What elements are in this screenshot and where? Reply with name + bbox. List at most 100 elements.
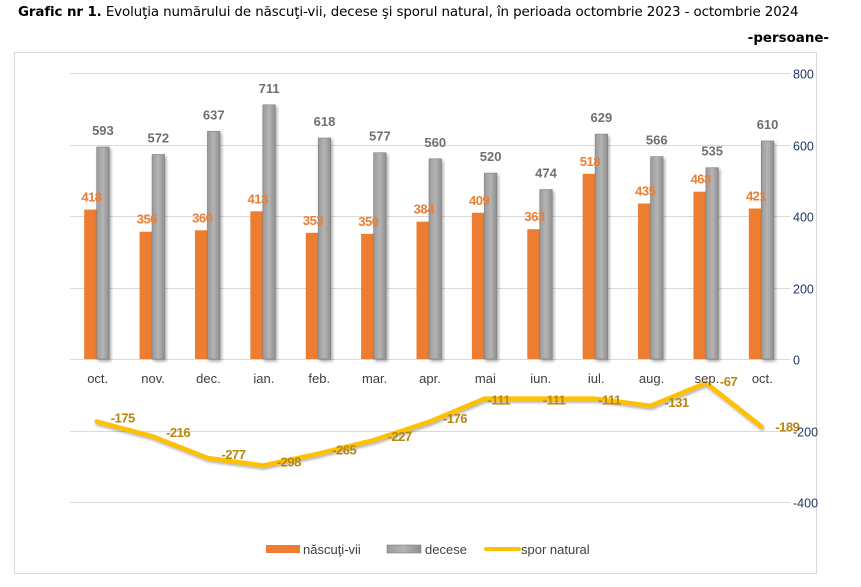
label-spor-natural: -111 <box>598 393 621 408</box>
x-tick-label: mar. <box>362 371 387 386</box>
bar-nascuti-vii <box>250 211 263 359</box>
bar-decese <box>428 158 442 360</box>
legend: născuţi-vii decese spor natural <box>266 542 590 557</box>
x-tick-label: oct. <box>87 371 108 386</box>
bar-nascuti-vii <box>638 203 651 359</box>
label-spor-natural: -111 <box>543 393 566 408</box>
label-nascuti-vii: 421 <box>746 188 766 203</box>
legend-label-spor-natural: spor natural <box>521 542 590 557</box>
label-spor-natural: -189 <box>775 420 799 435</box>
x-tick-label: mai <box>475 371 496 386</box>
label-nascuti-vii: 353 <box>303 213 323 228</box>
bar-nascuti-vii <box>305 232 319 359</box>
label-spor-natural: -111 <box>487 393 510 408</box>
bar-decese <box>761 140 775 360</box>
bar-decese <box>705 167 719 360</box>
label-nascuti-vii: 360 <box>192 210 212 225</box>
label-decese: 577 <box>369 129 391 144</box>
bar-decese <box>317 137 332 360</box>
y-tick-label: -200 <box>793 426 818 440</box>
label-nascuti-vii: 435 <box>635 183 655 198</box>
x-axis-labels: oct. nov. dec. ian. feb. mar. apr. mai iun. iul. a… <box>87 371 773 386</box>
bar-nascuti-vii <box>527 229 540 359</box>
label-nascuti-vii: 468 <box>691 172 711 187</box>
label-decese: 474 <box>535 166 557 181</box>
y-tick-label: 400 <box>793 211 814 225</box>
legend-swatch-nascuti-vii <box>266 545 300 553</box>
bar-decese <box>373 152 387 360</box>
bar-decese <box>484 172 498 360</box>
label-nascuti-vii: 409 <box>469 193 489 208</box>
x-tick-label: oct. <box>752 371 773 386</box>
label-decese: 593 <box>92 123 114 138</box>
label-spor-natural: -67 <box>720 374 738 389</box>
legend-swatch-decese <box>386 544 422 554</box>
label-decese: 610 <box>757 117 779 132</box>
legend-label-nascuti-vii: născuţi-vii <box>303 542 361 557</box>
label-nascuti-vii: 350 <box>358 214 378 229</box>
bar-nascuti-vii <box>194 230 208 359</box>
y-tick-label: 600 <box>793 140 814 154</box>
label-nascuti-vii: 356 <box>137 212 157 227</box>
bar-nascuti-vii <box>471 212 485 359</box>
label-spor-natural: -298 <box>277 455 301 470</box>
data-labels: 418 593 356 572 360 637 413 711 353 618 350 577 384 5… <box>81 81 800 470</box>
bar-decese <box>650 156 664 360</box>
label-decese: 618 <box>314 114 336 129</box>
label-decese: 629 <box>591 110 613 125</box>
y-tick-label: 800 <box>793 68 814 82</box>
bar-nascuti-vii <box>693 191 706 359</box>
label-decese: 572 <box>147 131 169 146</box>
label-nascuti-vii: 384 <box>414 202 435 217</box>
label-spor-natural: -131 <box>665 395 689 410</box>
spor-natural-line <box>94 380 764 468</box>
label-nascuti-vii: 518 <box>580 154 600 169</box>
label-spor-natural: -277 <box>221 447 245 462</box>
label-nascuti-vii: 363 <box>524 209 544 224</box>
x-tick-label: ian. <box>253 371 274 386</box>
label-nascuti-vii: 413 <box>247 191 267 206</box>
bar-nascuti-vii <box>361 233 374 359</box>
bar-nascuti-vii <box>139 231 153 359</box>
label-decese: 560 <box>424 135 446 150</box>
y-axis-labels: 800 600 400 200 0 -200 -400 <box>793 68 818 511</box>
bar-decese <box>151 154 165 360</box>
x-tick-label: aug. <box>639 371 664 386</box>
x-tick-label: nov. <box>141 371 165 386</box>
chart-title-prefix: Grafic nr 1. <box>18 5 102 20</box>
y-tick-label: 0 <box>793 354 800 368</box>
chart-title-text: Evoluţia numărului de născuţi-vii, deces… <box>101 5 799 20</box>
x-tick-label: iul. <box>588 371 605 386</box>
bar-decese <box>539 189 553 360</box>
bars <box>84 104 775 360</box>
label-decese: 566 <box>646 133 668 148</box>
bar-decese <box>594 133 608 360</box>
label-spor-natural: -176 <box>443 411 467 426</box>
bar-nascuti-vii <box>84 209 97 359</box>
label-spor-natural: -216 <box>166 425 190 440</box>
label-spor-natural: -227 <box>388 429 412 444</box>
label-nascuti-vii: 418 <box>81 190 101 205</box>
x-tick-label: feb. <box>308 371 330 386</box>
bar-nascuti-vii <box>582 173 596 359</box>
bar-decese <box>96 146 110 360</box>
label-decese: 520 <box>480 149 502 164</box>
y-tick-label: -400 <box>793 497 818 511</box>
legend-label-decese: decese <box>425 542 467 557</box>
x-tick-label: dec. <box>196 371 221 386</box>
label-decese: 535 <box>701 144 723 159</box>
x-tick-label: apr. <box>419 371 441 386</box>
label-spor-natural: -265 <box>332 443 356 458</box>
bar-decese <box>207 130 221 360</box>
x-tick-label: iun. <box>530 371 551 386</box>
label-decese: 637 <box>203 107 225 122</box>
bar-nascuti-vii <box>416 221 429 359</box>
x-tick-label: sep. <box>695 371 720 386</box>
bar-nascuti-vii <box>748 208 762 359</box>
bar-decese <box>262 104 276 360</box>
label-decese: 711 <box>259 81 280 96</box>
label-spor-natural: -175 <box>111 411 135 426</box>
chart-title: Grafic nr 1. Evoluţia numărului de născu… <box>18 5 799 20</box>
y-tick-label: 200 <box>793 283 814 297</box>
